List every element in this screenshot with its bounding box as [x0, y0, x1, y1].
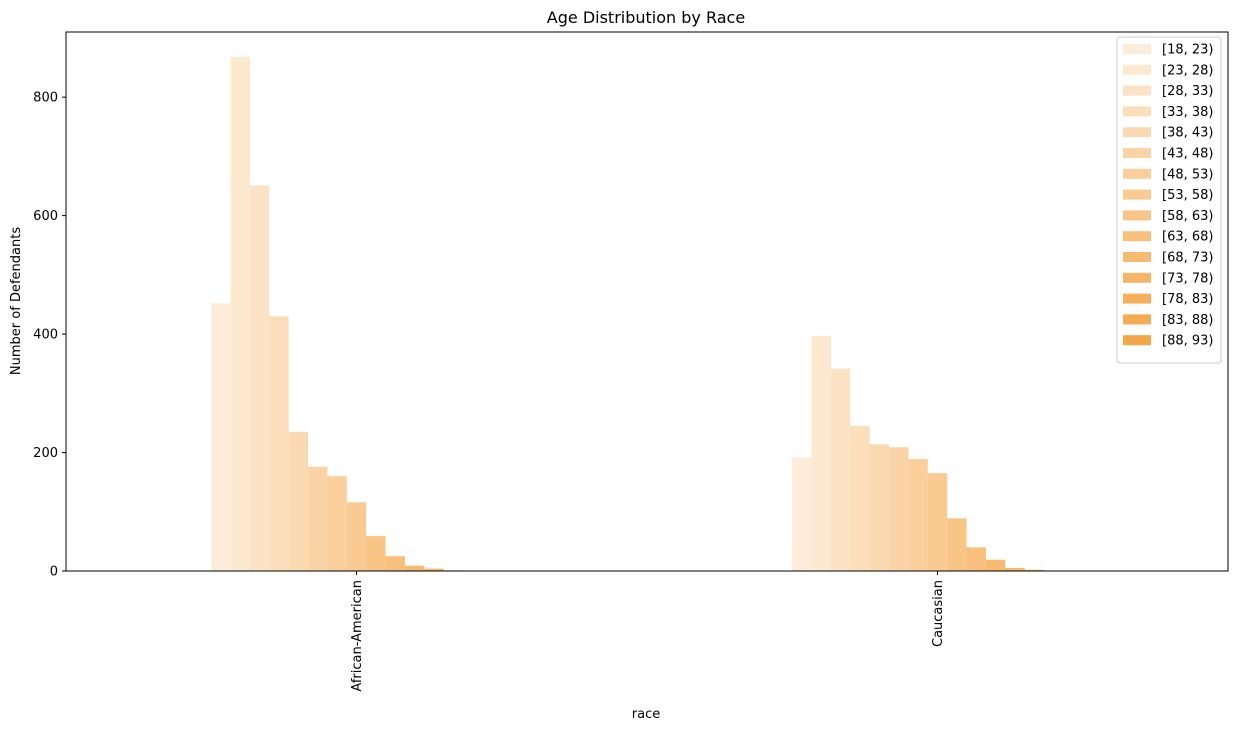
- legend-swatch: [1123, 314, 1151, 325]
- legend-label: [73, 78): [1162, 271, 1214, 286]
- y-tick-label: 800: [33, 91, 58, 106]
- bar: [1024, 569, 1045, 571]
- legend-label: [28, 33): [1162, 84, 1214, 99]
- bar: [908, 459, 928, 571]
- legend-swatch: [1123, 148, 1151, 158]
- y-tick-label: 200: [33, 446, 58, 461]
- legend-label: [38, 43): [1162, 126, 1214, 141]
- bar: [889, 447, 909, 571]
- legend-swatch: [1123, 44, 1151, 54]
- bar: [366, 536, 386, 571]
- y-tick-label: 400: [33, 328, 58, 343]
- legend-label: [63, 68): [1162, 230, 1214, 245]
- legend-label: [43, 48): [1162, 147, 1214, 162]
- legend-swatch: [1123, 272, 1151, 283]
- x-axis-label: race: [632, 707, 660, 722]
- y-axis: 0 200 400 600 800: [33, 91, 66, 580]
- legend-swatch: [1123, 168, 1151, 179]
- legend-label: [53, 58): [1162, 188, 1214, 203]
- legend-swatch: [1123, 64, 1151, 75]
- bar: [830, 368, 851, 571]
- bar: [811, 335, 831, 571]
- y-axis-label: Number of Defendants: [9, 227, 24, 375]
- legend: [18, 23) [23, 28) [28, 33) [33, 38) [38, 43)…: [1116, 36, 1222, 364]
- legend-swatch: [1123, 210, 1151, 221]
- legend-swatch: [1123, 335, 1151, 346]
- legend-label: [23, 28): [1162, 63, 1214, 78]
- legend-label: [88, 93): [1162, 334, 1214, 349]
- bar: [308, 466, 328, 571]
- legend-label: [18, 23): [1162, 43, 1214, 58]
- bars-layer: [211, 56, 1045, 571]
- bar: [249, 185, 270, 571]
- bar: [792, 457, 812, 571]
- bar: [288, 431, 309, 571]
- bar: [346, 502, 367, 571]
- x-axis: African-American Caucasian: [350, 571, 946, 692]
- legend-swatch: [1123, 127, 1151, 138]
- legend-swatch: [1123, 252, 1151, 262]
- x-tick-label: Caucasian: [931, 580, 946, 647]
- bar: [230, 56, 250, 571]
- legend-swatch: [1123, 293, 1151, 304]
- bar: [966, 547, 986, 571]
- bar: [927, 473, 948, 571]
- bar: [1005, 568, 1025, 571]
- y-tick-label: 600: [33, 209, 58, 224]
- x-tick-label: African-American: [350, 580, 365, 692]
- legend-label: [68, 73): [1162, 251, 1214, 266]
- legend-label: [78, 83): [1162, 292, 1214, 307]
- legend-label: [58, 63): [1162, 209, 1214, 224]
- legend-label: [83, 88): [1162, 313, 1214, 328]
- bar: [327, 476, 347, 571]
- chart-title: Age Distribution by Race: [547, 8, 745, 27]
- bar: [385, 556, 405, 571]
- bar: [404, 565, 425, 571]
- bar: [850, 425, 870, 571]
- bar: [869, 444, 890, 571]
- legend-label: [33, 38): [1162, 105, 1214, 120]
- plot-frame: [65, 31, 1229, 572]
- bar: [947, 518, 967, 571]
- legend-label: [48, 53): [1162, 167, 1214, 182]
- bar: [424, 568, 444, 571]
- legend-swatch: [1123, 106, 1151, 117]
- legend-swatch: [1123, 189, 1151, 200]
- y-tick-label: 0: [50, 565, 58, 580]
- legend-swatch: [1123, 231, 1151, 242]
- bar: [269, 316, 289, 571]
- legend-swatch: [1123, 85, 1151, 96]
- bar: [985, 559, 1006, 571]
- bar: [211, 303, 231, 571]
